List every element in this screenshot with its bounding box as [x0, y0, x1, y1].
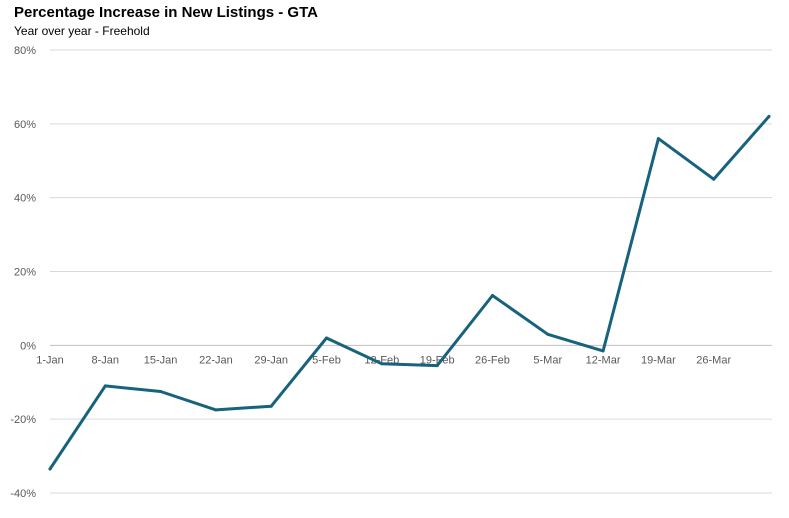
- data-point: [103, 384, 107, 388]
- data-point: [546, 332, 550, 336]
- chart-subtitle: Year over year - Freehold: [14, 24, 150, 38]
- data-point: [48, 467, 52, 471]
- data-point: [490, 293, 494, 297]
- x-tick-label: 12-Mar: [586, 354, 621, 366]
- x-tick-label: 22-Jan: [199, 354, 233, 366]
- x-tick-label: 29-Jan: [254, 354, 288, 366]
- x-tick-label: 5-Mar: [533, 354, 562, 366]
- gridlines: [50, 49, 772, 494]
- data-point: [656, 137, 660, 141]
- data-point: [159, 389, 163, 393]
- x-tick-label: 5-Feb: [312, 354, 341, 366]
- x-tick-label: 1-Jan: [36, 354, 64, 366]
- data-point: [380, 362, 384, 366]
- y-tick-label: 0%: [20, 340, 36, 352]
- x-tick-label: 26-Mar: [696, 354, 731, 366]
- x-tick-label: 19-Feb: [420, 354, 455, 366]
- x-tick-label: 15-Jan: [144, 354, 178, 366]
- data-point: [214, 408, 218, 412]
- data-point: [325, 336, 329, 340]
- data-point: [601, 349, 605, 353]
- data-point: [712, 177, 716, 181]
- x-tick-label: 8-Jan: [92, 354, 120, 366]
- y-tick-label: -20%: [10, 414, 36, 426]
- y-tick-label: -40%: [10, 488, 36, 500]
- series-line: [48, 114, 771, 471]
- data-point: [269, 404, 273, 408]
- x-tick-label: 26-Feb: [475, 354, 510, 366]
- y-tick-label: 40%: [14, 193, 36, 205]
- y-tick-label: 20%: [14, 267, 36, 279]
- x-axis-tick-labels: 1-Jan 8-Jan 15-Jan 22-Jan 29-Jan 5-Feb 12-Feb 1…: [36, 354, 731, 366]
- y-tick-label: 80%: [14, 45, 36, 57]
- y-axis-tick-labels: -40% -20% 0% 20% 40% 60% 80%: [10, 45, 36, 500]
- data-point: [435, 364, 439, 368]
- series-layer: [48, 114, 771, 471]
- x-tick-label: 19-Mar: [641, 354, 676, 366]
- chart-title: Percentage Increase in New Listings - GT…: [14, 4, 318, 21]
- y-tick-label: 60%: [14, 119, 36, 131]
- data-point: [767, 114, 771, 118]
